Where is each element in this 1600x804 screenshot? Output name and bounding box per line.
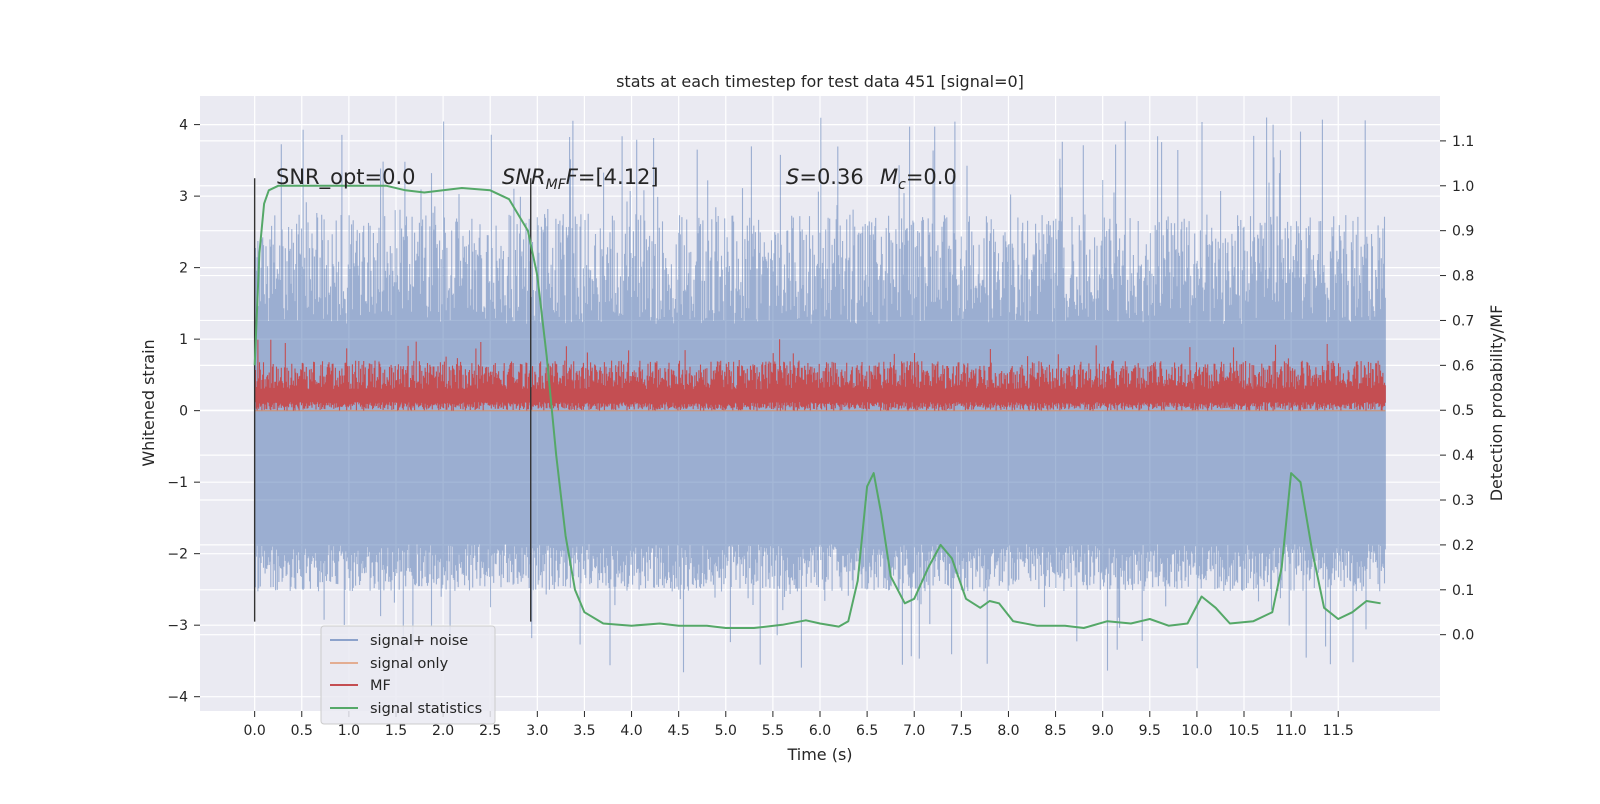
x-tick-label: 3.5 bbox=[573, 723, 595, 739]
annotation-snr-opt: SNR_opt=0.0 bbox=[276, 165, 416, 190]
y-right-tick-label: 0.2 bbox=[1452, 538, 1474, 554]
x-tick-label: 1.0 bbox=[338, 723, 360, 739]
annotation-mc: Mc=0.0 bbox=[880, 165, 957, 193]
annotation-snr-mf-f: F bbox=[566, 165, 579, 189]
x-tick-label: 5.0 bbox=[715, 723, 737, 739]
y-axis-label: Whitened strain bbox=[139, 339, 158, 466]
y-tick-label: 3 bbox=[179, 189, 188, 205]
annotation-mc-main: M bbox=[880, 165, 898, 189]
x-tick-labels: 0.0 0.5 1.0 1.5 2.0 2.5 3.0 3.5 4.0 4.5 5.0 5.5 6.0 6… bbox=[244, 711, 1354, 739]
x-tick-label: 4.5 bbox=[668, 723, 690, 739]
x-tick-label: 7.0 bbox=[903, 723, 925, 739]
x-tick-label: 8.5 bbox=[1044, 723, 1066, 739]
x-tick-label: 4.0 bbox=[620, 723, 642, 739]
annotation-mc-value: =0.0 bbox=[906, 165, 957, 189]
y-tick-label: 4 bbox=[179, 118, 188, 134]
series-signal-statistics bbox=[253, 184, 1381, 629]
y-right-tick-label: 0.9 bbox=[1452, 224, 1474, 240]
y-tick-label: 2 bbox=[179, 261, 188, 277]
legend-label-signal-only: signal only bbox=[370, 656, 449, 672]
chart-title: stats at each timestep for test data 451… bbox=[616, 72, 1024, 91]
x-tick-label: 11.5 bbox=[1323, 723, 1354, 739]
vertical-markers bbox=[253, 178, 532, 622]
x-tick-label: 3.0 bbox=[526, 723, 548, 739]
y-tick-label: −2 bbox=[167, 547, 188, 563]
y-right-axis-label: Detection probability/MF bbox=[1487, 305, 1506, 502]
annotation-s: S=0.36 bbox=[786, 165, 864, 189]
y-tick-labels: −4 −3 −2 −1 0 1 2 3 4 bbox=[167, 118, 200, 706]
y-tick-label: −4 bbox=[167, 690, 188, 706]
annotation-snr-mf-main: SNR bbox=[502, 165, 546, 189]
x-tick-label: 6.0 bbox=[809, 723, 831, 739]
x-tick-label: 9.5 bbox=[1139, 723, 1161, 739]
legend-label-signal-noise: signal+ noise bbox=[370, 633, 468, 649]
y-right-tick-label: 0.3 bbox=[1452, 493, 1474, 509]
annotation-snr-mf-sub: MF bbox=[546, 177, 567, 193]
x-tick-label: 9.0 bbox=[1092, 723, 1114, 739]
legend: signal+ noise signal only MF signal stat… bbox=[320, 625, 496, 725]
annotation-snr-mf: SNRMFF=[4.12] bbox=[502, 165, 659, 193]
x-axis-label: Time (s) bbox=[786, 745, 852, 764]
y-right-tick-label: 0.5 bbox=[1452, 403, 1474, 419]
annotation-s-main: S bbox=[786, 165, 799, 189]
x-tick-label: 0.5 bbox=[291, 723, 313, 739]
x-tick-label: 10.0 bbox=[1181, 723, 1212, 739]
signal-statistics-line bbox=[253, 184, 1381, 629]
x-tick-label: 2.5 bbox=[479, 723, 501, 739]
y-right-tick-label: 0.0 bbox=[1452, 628, 1474, 644]
annotation-s-value: =0.36 bbox=[799, 165, 863, 189]
x-tick-label: 11.0 bbox=[1276, 723, 1307, 739]
y-right-tick-label: 1.1 bbox=[1452, 134, 1474, 150]
y-right-tick-label: 1.0 bbox=[1452, 179, 1474, 195]
legend-label-mf: MF bbox=[370, 678, 391, 694]
y-right-tick-label: 0.6 bbox=[1452, 358, 1474, 374]
y-tick-label: 0 bbox=[179, 404, 188, 420]
annotation-snr-mf-value: =[4.12] bbox=[578, 165, 659, 189]
legend-label-signal-statistics: signal statistics bbox=[370, 701, 482, 717]
x-tick-label: 10.5 bbox=[1228, 723, 1259, 739]
x-tick-label: 5.5 bbox=[762, 723, 784, 739]
y-right-tick-label: 0.4 bbox=[1452, 448, 1474, 464]
y-right-tick-labels: 0.0 0.1 0.2 0.3 0.4 0.5 0.6 0.7 0.8 0.9 1.0 1.1 bbox=[1440, 134, 1474, 644]
x-tick-label: 1.5 bbox=[385, 723, 407, 739]
x-tick-label: 7.5 bbox=[950, 723, 972, 739]
y-tick-label: 1 bbox=[179, 332, 188, 348]
y-right-tick-label: 0.7 bbox=[1452, 313, 1474, 329]
y-right-tick-label: 0.1 bbox=[1452, 583, 1474, 599]
x-tick-label: 6.5 bbox=[856, 723, 878, 739]
y-tick-label: −3 bbox=[167, 618, 188, 634]
legend-box bbox=[320, 625, 496, 725]
y-tick-label: −1 bbox=[167, 475, 188, 491]
x-tick-label: 2.0 bbox=[432, 723, 454, 739]
x-tick-label: 0.0 bbox=[244, 723, 266, 739]
annotation-mc-sub: c bbox=[898, 177, 906, 193]
x-tick-label: 8.0 bbox=[997, 723, 1019, 739]
y-right-tick-label: 0.8 bbox=[1452, 269, 1474, 285]
